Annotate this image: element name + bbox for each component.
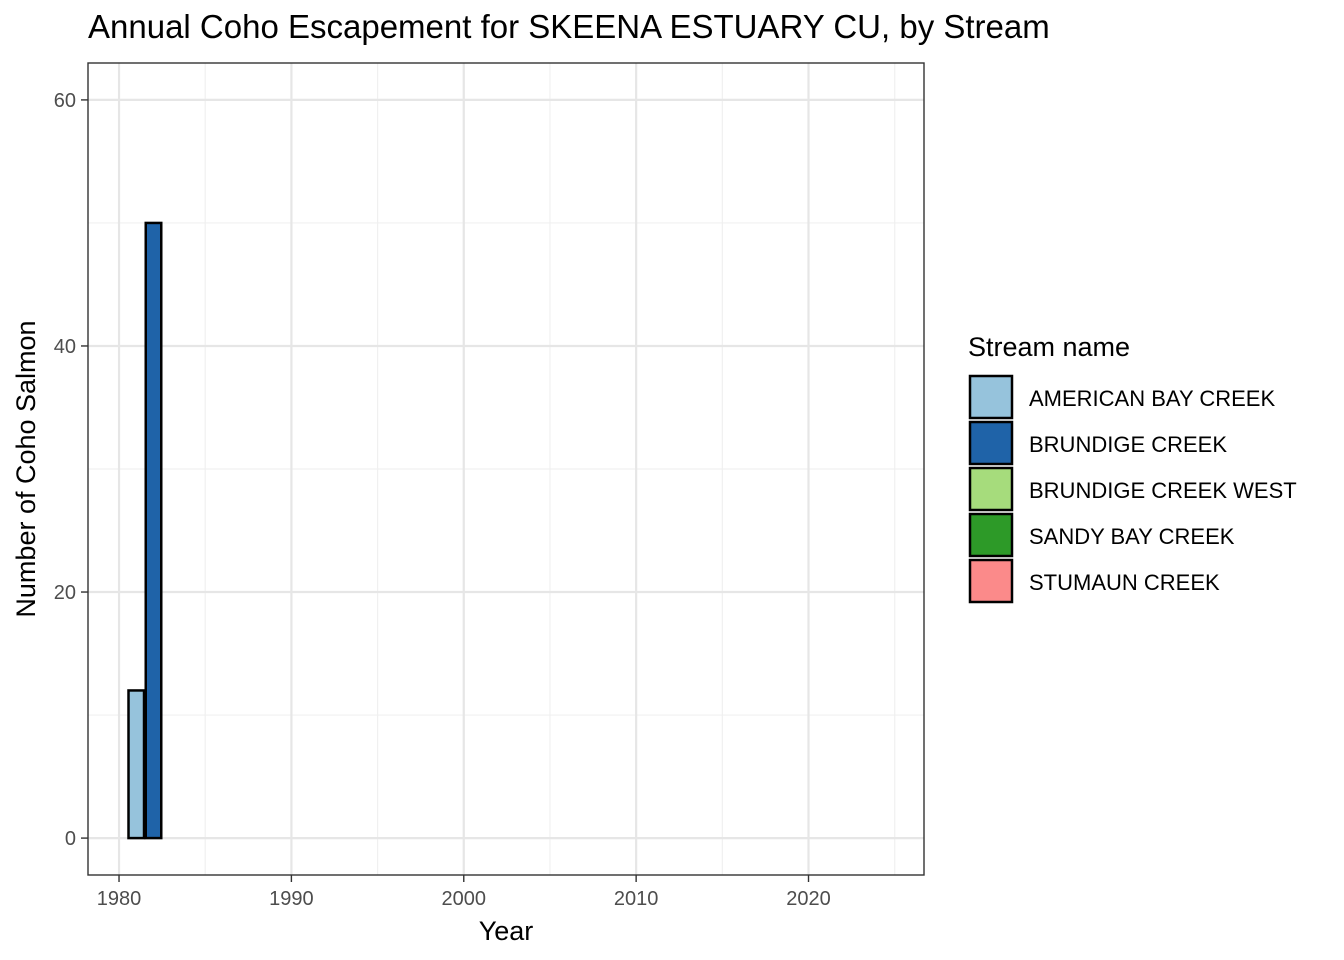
legend-label: BRUNDIGE CREEK: [1029, 432, 1227, 457]
x-axis-title: Year: [479, 916, 534, 946]
bar: [127, 689, 146, 840]
y-axis: 0 20 40 60: [54, 90, 88, 850]
x-tick-label: 1990: [269, 888, 314, 910]
chart-title: Annual Coho Escapement for SKEENA ESTUAR…: [88, 8, 1050, 45]
minor-gridlines: [88, 63, 924, 875]
x-tick-label: 1980: [97, 888, 142, 910]
x-tick-label: 2000: [442, 888, 487, 910]
legend-key: [968, 374, 1014, 420]
legend-items: AMERICAN BAY CREEK BRUNDIGE CREEK BRUNDIGE…: [968, 374, 1297, 604]
legend-key: [968, 512, 1014, 558]
x-tick-label: 2020: [786, 888, 831, 910]
legend-label: AMERICAN BAY CREEK: [1029, 386, 1275, 411]
y-tick-label: 0: [65, 828, 76, 850]
legend-key: [968, 558, 1014, 604]
plot-border: [87, 62, 925, 876]
x-tick-label: 2010: [614, 888, 659, 910]
y-axis-title: Number of Coho Salmon: [11, 320, 41, 617]
legend-key: [968, 466, 1014, 512]
x-axis: 1980 1990 2000 2010 2020: [97, 875, 831, 910]
bar: [144, 221, 163, 840]
legend-label: SANDY BAY CREEK: [1029, 524, 1235, 549]
y-tick-label: 40: [54, 336, 76, 358]
legend-label: STUMAUN CREEK: [1029, 570, 1220, 595]
major-gridlines: [88, 63, 924, 875]
legend: Stream name AMERICAN BAY CREEK BRUNDIGE C…: [968, 332, 1297, 604]
y-tick-label: 20: [54, 582, 76, 604]
bars: [127, 221, 163, 840]
y-tick-label: 60: [54, 90, 76, 112]
legend-title: Stream name: [968, 332, 1130, 362]
legend-key: [968, 420, 1014, 466]
legend-label: BRUNDIGE CREEK WEST: [1029, 478, 1297, 503]
